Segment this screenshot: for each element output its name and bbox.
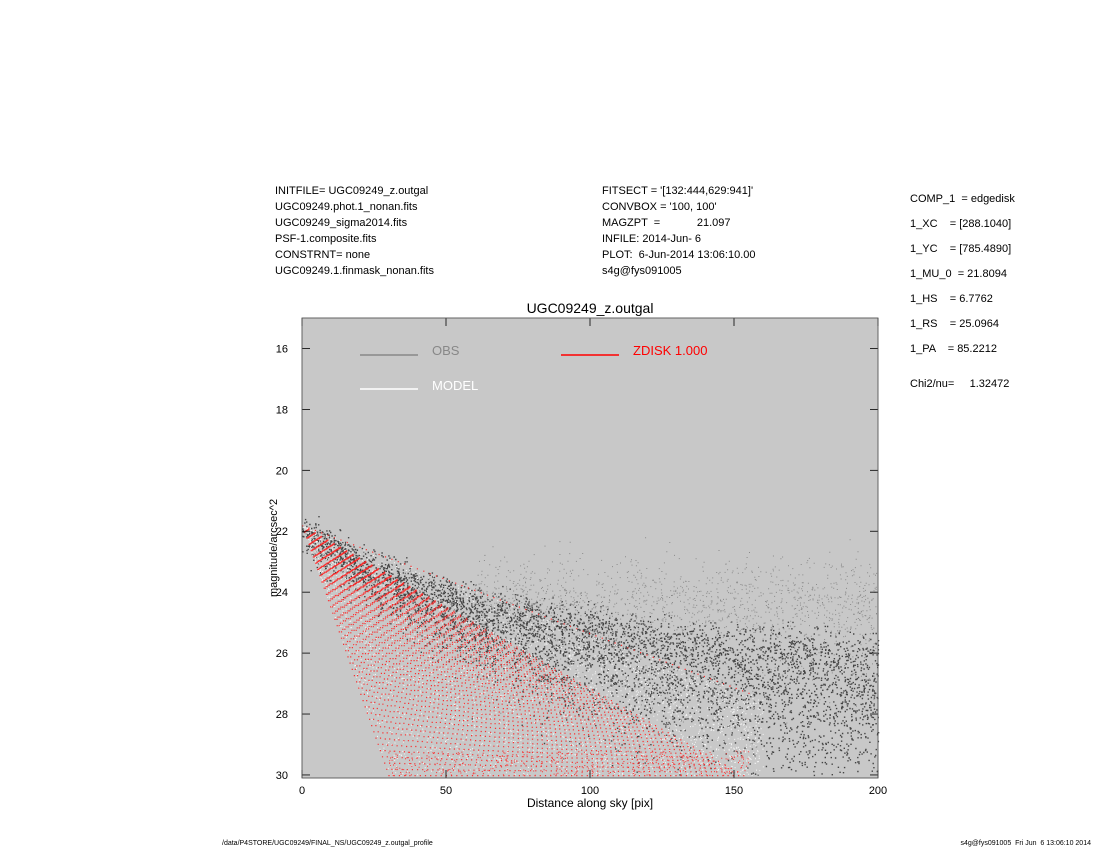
- header-left-line: PSF-1.composite.fits: [275, 233, 377, 245]
- footer-timestamp: s4g@fys091005 Fri Jun 6 13:06:10 2014: [960, 840, 1091, 847]
- obs-scatter: [302, 516, 880, 777]
- y-tick-label: 26: [276, 648, 288, 660]
- param-row: COMP_1 = edgedisk: [910, 193, 1015, 205]
- header-middle-line: s4g@fys091005: [602, 265, 682, 277]
- legend-obs-label: OBS: [432, 343, 460, 358]
- header-middle-block: FITSECT = '[132:444,629:941]' CONVBOX = …: [602, 183, 756, 279]
- header-left-block: INITFILE= UGC09249_z.outgal UGC09249.pho…: [275, 183, 434, 279]
- x-tick-label: 0: [299, 785, 305, 797]
- param-row: 1_MU_0 = 21.8094: [910, 268, 1007, 280]
- y-axis-label: magnitude/arcsec^2: [268, 499, 280, 597]
- param-row: 1_HS = 6.7762: [910, 293, 993, 305]
- header-middle-line: MAGZPT = 21.097: [602, 217, 731, 229]
- x-axis-label: Distance along sky [pix]: [527, 796, 653, 810]
- y-tick-label: 16: [276, 343, 288, 355]
- header-middle-line: PLOT: 6-Jun-2014 13:06:10.00: [602, 249, 756, 261]
- x-tick-label: 150: [725, 785, 743, 797]
- header-middle-line: INFILE: 2014-Jun- 6: [602, 233, 702, 245]
- header-middle-line: FITSECT = '[132:444,629:941]': [602, 185, 754, 197]
- param-row: 1_YC = [785.4890]: [910, 243, 1012, 255]
- header-left-line: CONSTRNT= none: [275, 249, 371, 261]
- x-tick-label: 50: [440, 785, 452, 797]
- param-row: 1_XC = [288.1040]: [910, 218, 1012, 230]
- chi-square-value: Chi2/nu= 1.32472: [910, 378, 1010, 390]
- legend-zdisk-label: ZDISK 1.000: [633, 343, 707, 358]
- y-tick-label: 24: [276, 587, 288, 599]
- param-row: 1_RS = 25.0964: [910, 318, 999, 330]
- x-tick-label: 200: [869, 785, 887, 797]
- axes: 0 50 100 150 200 16 18 20 22 24 26 28 30: [276, 317, 887, 797]
- y-tick-label: 30: [276, 770, 288, 782]
- footer-path: /data/P4STORE/UGC09249/FINAL_NS/UGC09249…: [222, 840, 433, 847]
- plot-frame: [301, 317, 879, 779]
- header-middle-line: CONVBOX = '100, 100': [602, 201, 717, 213]
- header-left-line: UGC09249.phot.1_nonan.fits: [275, 201, 418, 213]
- y-tick-label: 28: [276, 709, 288, 721]
- header-left-line: UGC09249.1.finmask_nonan.fits: [275, 265, 434, 277]
- param-row: 1_PA = 85.2212: [910, 343, 997, 355]
- zdisk-points: [302, 525, 750, 777]
- header-left-line: INITFILE= UGC09249_z.outgal: [275, 185, 429, 197]
- y-tick-label: 22: [276, 526, 288, 538]
- plot-area: [301, 317, 879, 779]
- y-tick-label: 20: [276, 465, 288, 477]
- fit-parameters: COMP_1 = edgedisk 1_XC = [288.1040] 1_YC…: [910, 191, 1015, 390]
- legend-model-label: MODEL: [432, 378, 478, 393]
- zdisk-scatter: [302, 525, 750, 777]
- header-left-line: UGC09249_sigma2014.fits: [275, 217, 408, 229]
- x-tick-label: 100: [581, 785, 599, 797]
- y-tick-label: 18: [276, 404, 288, 416]
- chart-title: UGC09249_z.outgal: [527, 300, 654, 316]
- obs-points: [302, 516, 880, 777]
